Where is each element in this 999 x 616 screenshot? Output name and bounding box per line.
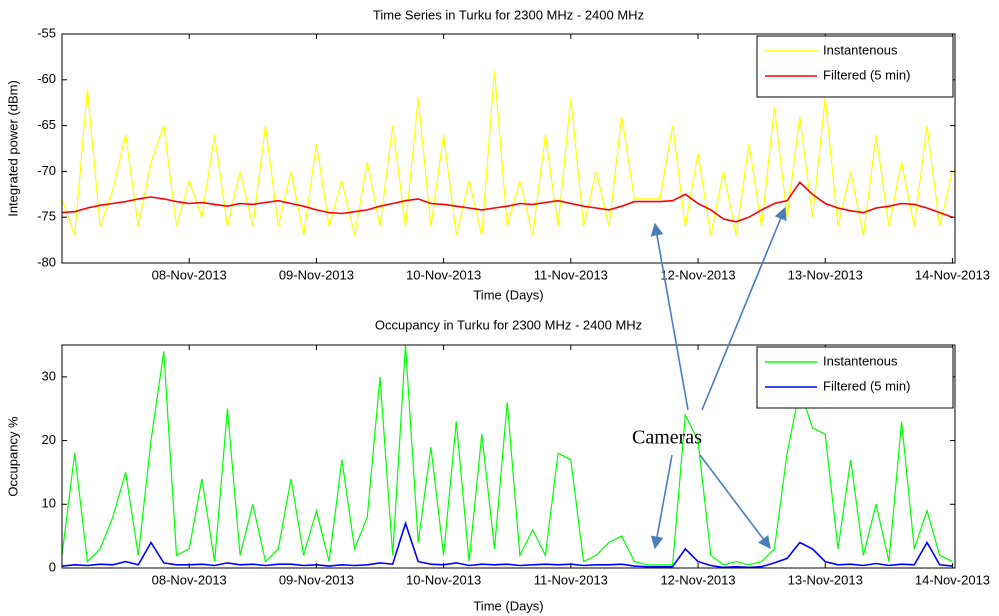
legend-label: Filtered (5 min) xyxy=(823,67,910,82)
x-tick-label: 10-Nov-2013 xyxy=(406,572,481,587)
annotation-arrow xyxy=(650,454,673,550)
series-line xyxy=(61,520,953,569)
legend-label: Filtered (5 min) xyxy=(823,378,910,393)
y-tick-label: -70 xyxy=(37,163,56,178)
x-tick-label: 11-Nov-2013 xyxy=(534,572,608,587)
plot-frame xyxy=(61,33,956,264)
annotation: Cameras xyxy=(632,427,702,449)
legend-label: Instantenous xyxy=(823,353,898,368)
x-axis-label: Time (Days) xyxy=(473,287,543,302)
annotation-arrow xyxy=(650,222,689,411)
y-tick-label: -65 xyxy=(37,117,56,132)
x-tick-label: 13-Nov-2013 xyxy=(788,267,863,282)
series-line xyxy=(61,181,953,223)
y-tick-label: 30 xyxy=(42,368,56,383)
chart-title: Occupancy in Turku for 2300 MHz - 2400 M… xyxy=(375,317,642,332)
y-tick-label: -75 xyxy=(37,209,56,224)
y-axis-label: Occupancy % xyxy=(5,416,20,497)
y-tick-label: 10 xyxy=(42,496,56,511)
legend-box xyxy=(756,35,954,98)
legend-label: Instantenous xyxy=(823,42,898,57)
x-tick-label: 08-Nov-2013 xyxy=(152,267,227,282)
x-tick-label: 14-Nov-2013 xyxy=(915,572,990,587)
y-tick-label: -60 xyxy=(37,71,56,86)
y-tick-label: 20 xyxy=(42,432,56,447)
x-tick-label: 11-Nov-2013 xyxy=(534,267,608,282)
x-axis-label: Time (Days) xyxy=(473,598,543,613)
y-tick-label: 0 xyxy=(49,559,56,574)
x-tick-label: 13-Nov-2013 xyxy=(788,572,863,587)
series-line xyxy=(61,70,954,236)
x-tick-label: 12-Nov-2013 xyxy=(660,572,735,587)
y-tick-label: -80 xyxy=(37,254,56,269)
annotation-arrow xyxy=(701,206,787,411)
x-tick-label: 12-Nov-2013 xyxy=(660,267,735,282)
annotation-arrow xyxy=(699,454,771,550)
y-tick-label: -55 xyxy=(37,25,56,40)
x-tick-label: 09-Nov-2013 xyxy=(279,572,354,587)
legend: Instantenous Filtered (5 min) xyxy=(756,346,954,409)
x-tick-label: 09-Nov-2013 xyxy=(279,267,354,282)
x-tick-label: 08-Nov-2013 xyxy=(152,572,227,587)
x-tick-label: 14-Nov-2013 xyxy=(915,267,990,282)
y-axis-label: Integrated power (dBm) xyxy=(5,80,20,217)
legend: Instantenous Filtered (5 min) xyxy=(756,35,954,98)
plot-frame xyxy=(61,344,956,569)
x-tick-label: 10-Nov-2013 xyxy=(406,267,481,282)
chart-title: Time Series in Turku for 2300 MHz - 2400… xyxy=(373,7,644,22)
legend-box xyxy=(756,346,954,409)
